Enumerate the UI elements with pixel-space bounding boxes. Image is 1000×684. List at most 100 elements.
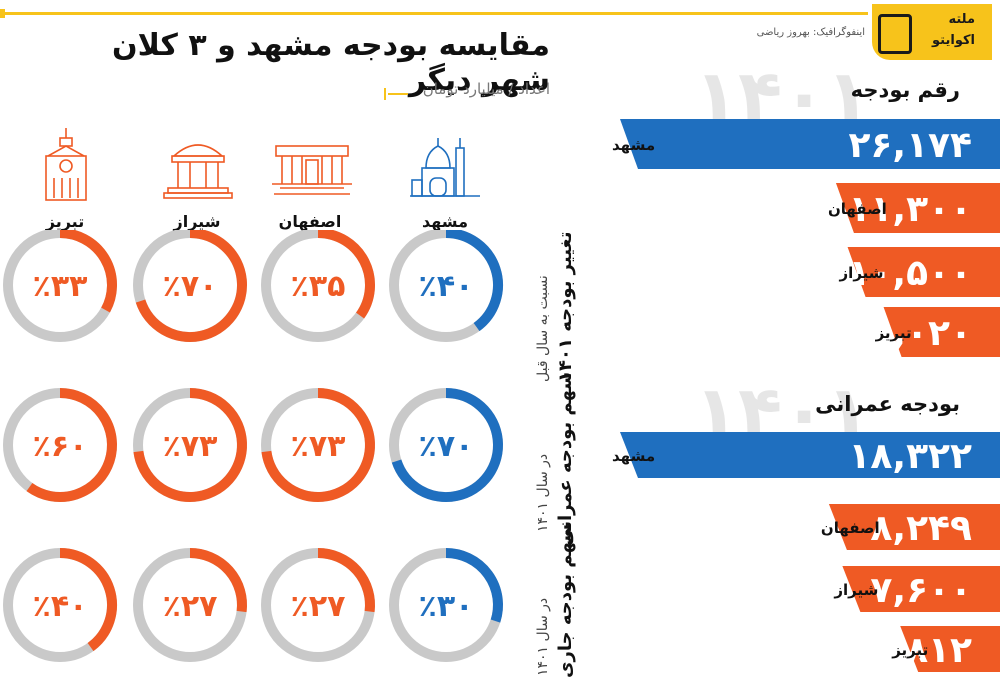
bar-value: ۴,۸۱۲ — [870, 630, 972, 671]
bar-label: شیراز — [839, 264, 884, 282]
ring-1-2: ٪۷۳ — [133, 388, 247, 502]
ring-arc — [26, 388, 117, 502]
ring-value: ٪۷۳ — [291, 429, 346, 464]
row-title-2: سهم بودجه عمرانی — [555, 372, 576, 547]
credit: اینفوگرافیک: بهروز ریاضی — [756, 27, 865, 38]
ring-0-0: ٪۴۰ — [389, 230, 503, 342]
city-header-mashhad: مشهد — [422, 212, 468, 231]
subtitle-line — [388, 93, 408, 95]
row-title-3: سهم بودجه جاری — [555, 524, 576, 678]
bar-value: ۱۸,۳۲۲ — [848, 436, 972, 477]
shrine-icon — [410, 138, 480, 197]
bar-shape — [847, 247, 1000, 297]
row-label-1: تغییر بودجه ۱۴۰۱ نسبت به سال قبل — [535, 222, 585, 382]
ring-2-1: ٪۲۷ — [261, 548, 375, 662]
ring-0-3: ٪۳۳ — [3, 230, 117, 342]
construction-section-title: بودجه عمرانی — [815, 392, 960, 416]
page-title: مقایسه بودجه مشهد و ۳ کلان شهر دیگر — [112, 28, 550, 98]
ring-arc — [317, 548, 375, 613]
ring-arc — [391, 388, 503, 502]
city-header-shiraz: شیراز — [173, 212, 221, 231]
bar-label: مشهد — [612, 447, 655, 465]
subtitle-rule — [384, 88, 386, 100]
row-title-1: تغییر بودجه ۱۴۰۱ — [555, 231, 576, 382]
ring-0-1: ٪۳۵ — [261, 230, 375, 342]
clocktower-icon — [45, 128, 87, 201]
bar-value: ۸,۲۴۹ — [870, 508, 972, 549]
ring-charts: ٪۴۰ ٪۳۵ ٪۷۰ ٪۳۳ ٪۷۰ ٪۷۳ ٪۷۳ ٪۶۰ ٪۳۰ ٪۲۷ ٪۲۷ ٪۴۰ — [3, 230, 503, 662]
ring-value: ٪۳۰ — [419, 589, 474, 624]
city-icons-svg — [45, 128, 480, 201]
bar-shape — [620, 119, 1000, 169]
ring-arc — [261, 388, 375, 502]
ring-value: ٪۴۰ — [419, 269, 474, 304]
logo — [872, 4, 992, 60]
ring-value: ٪۷۳ — [163, 429, 218, 464]
ring-arc — [189, 548, 247, 613]
ring-arc — [59, 230, 117, 313]
bar-shape — [900, 626, 1000, 672]
bar-value: ۱۱,۳۰۰ — [848, 189, 972, 230]
bar-0: ۱۸,۳۲۲ مشهد — [612, 432, 1000, 478]
ring-1-1: ٪۷۳ — [261, 388, 375, 502]
ring-value: ٪۲۷ — [163, 589, 218, 624]
budget-section-title: رقم بودجه — [850, 78, 960, 102]
ring-value: ٪۴۰ — [33, 589, 88, 624]
ring-value: ٪۳۵ — [291, 269, 346, 304]
bar-shape — [835, 183, 1000, 233]
ring-value: ٪۶۰ — [33, 429, 88, 464]
bar-shape — [620, 432, 1000, 478]
ring-1-3: ٪۶۰ — [3, 388, 117, 502]
ring-arc — [317, 230, 375, 319]
logo-mark-icon — [878, 14, 912, 54]
budget-bar-chart: ۲۶,۱۷۴ مشهد ۱۱,۳۰۰ اصفهان ۱۰,۵۰۰ شیراز ۸,۰۲۰ تب… — [560, 117, 1000, 377]
tomb-icon — [163, 144, 233, 199]
bar-shape — [842, 566, 1000, 612]
bar-shape — [828, 504, 1000, 550]
ring-1-0: ٪۷۰ — [389, 388, 503, 502]
ring-value: ٪۳۳ — [33, 269, 88, 304]
bar-value: ۲۶,۱۷۴ — [848, 125, 972, 166]
bar-value: ۷,۶۰۰ — [870, 570, 972, 611]
ring-value: ٪۷۰ — [419, 429, 474, 464]
ring-value: ٪۷۰ — [163, 269, 218, 304]
bar-value: ۱۰,۵۰۰ — [848, 253, 972, 294]
palace-icon — [272, 145, 352, 195]
ring-arc — [445, 230, 503, 332]
row-label-2: سهم بودجه عمرانی در سال ۱۴۰۱ — [535, 372, 585, 547]
city-header-tabriz: تبریز — [45, 212, 85, 231]
row-sub-1: نسبت به سال قبل — [535, 275, 551, 382]
ring-arc — [59, 548, 117, 652]
ring-2-3: ٪۴۰ — [3, 548, 117, 662]
ring-arc — [135, 230, 247, 342]
bar-label: اصفهان — [828, 200, 887, 218]
city-header-isfahan: اصفهان — [278, 212, 342, 231]
ring-0-2: ٪۷۰ — [133, 230, 247, 342]
ring-2-0: ٪۳۰ — [389, 548, 503, 662]
ring-value: ٪۲۷ — [291, 589, 346, 624]
bar-value: ۸,۰۲۰ — [870, 313, 972, 354]
bar-label: تبریز — [875, 324, 912, 342]
ring-arc — [133, 388, 247, 502]
bar-label: شیراز — [833, 581, 878, 599]
bar-0: ۲۶,۱۷۴ مشهد — [612, 119, 1000, 169]
logo-text-bottom: اکوایتو — [932, 33, 975, 48]
top-rule-end — [0, 9, 5, 18]
row-sub-3: در سال ۱۴۰۱ — [535, 597, 551, 676]
logo-text-top: ملته — [948, 12, 975, 27]
top-rule — [0, 12, 868, 15]
row-label-3: سهم بودجه جاری در سال ۱۴۰۱ — [535, 524, 585, 678]
bar-label: تبریز — [891, 641, 928, 659]
city-header-row — [0, 120, 520, 240]
subtitle: اعداد / میلیارد تومان — [422, 80, 550, 98]
ring-2-2: ٪۲۷ — [133, 548, 247, 662]
ring-arc — [445, 548, 503, 623]
bar-label: اصفهان — [821, 519, 880, 537]
bar-label: مشهد — [612, 136, 655, 154]
construction-bar-chart: ۱۸,۳۲۲ مشهد ۸,۲۴۹ اصفهان ۷,۶۰۰ شیراز ۴,۸۱۲ تبری… — [560, 430, 1000, 680]
